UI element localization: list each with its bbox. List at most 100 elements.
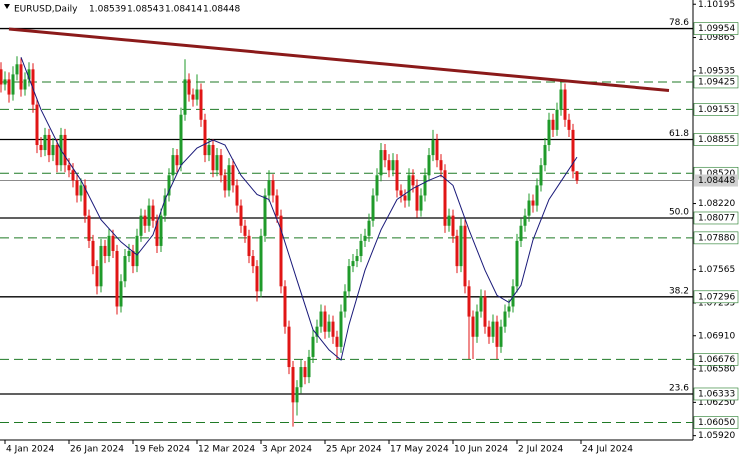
candle-body: [327, 321, 331, 332]
candle-body: [451, 215, 455, 236]
candle-body: [71, 170, 75, 181]
candle-body: [295, 387, 299, 403]
level-label: 1.09954: [698, 24, 735, 34]
x-tick-label: 3 Apr 2024: [262, 445, 312, 455]
candle-body: [199, 89, 203, 120]
level-label: 1.09425: [698, 77, 735, 87]
candle-body: [475, 311, 479, 337]
candle-body: [459, 225, 463, 267]
level-box: [693, 211, 739, 225]
y-tick-label: 1.08220: [698, 199, 735, 209]
candle-body: [347, 266, 351, 292]
candle-body: [523, 215, 527, 226]
level-box: [693, 75, 739, 89]
price-box: [694, 174, 738, 187]
candle-body: [515, 240, 519, 287]
candle-body: [303, 367, 307, 378]
candle-body: [471, 316, 475, 337]
candle-body: [495, 321, 499, 347]
fib-label: 78.6: [669, 18, 689, 28]
candle-body: [547, 119, 551, 146]
candle-body: [571, 129, 575, 172]
level-label: 1.07880: [698, 233, 735, 243]
candle-body: [147, 205, 151, 226]
candle-body: [319, 311, 323, 327]
candle-body: [443, 170, 447, 226]
candle-body: [487, 326, 491, 337]
candle-body: [307, 356, 311, 378]
candle-body: [395, 160, 399, 191]
candle-body: [251, 256, 255, 267]
candle-body: [23, 79, 27, 90]
x-tick-label: 24 Jul 2024: [582, 445, 633, 455]
candle-body: [311, 336, 315, 357]
candle-body: [255, 266, 259, 292]
candle-body: [51, 145, 55, 156]
candle-body: [11, 74, 15, 95]
candle-body: [435, 139, 439, 161]
candle-body: [427, 155, 431, 176]
candle-body: [151, 205, 155, 221]
candle-body: [183, 79, 187, 115]
candle-body: [123, 256, 127, 282]
candle-body: [0, 69, 3, 85]
y-tick-label: 1.09865: [698, 33, 735, 43]
candle-body: [131, 250, 135, 267]
candle-body: [287, 326, 291, 368]
y-tick-label: 1.10195: [698, 0, 735, 10]
candle-body: [567, 119, 571, 130]
candle-body: [235, 185, 239, 206]
candle-body: [111, 235, 115, 251]
fib-label: 38.2: [669, 286, 689, 296]
candle-body: [155, 220, 159, 246]
candle-body: [467, 286, 471, 317]
candle-body: [275, 195, 279, 216]
header-high: 1.08543: [127, 5, 164, 15]
candle-body: [139, 215, 143, 236]
candle-body: [19, 64, 23, 90]
candle-body: [107, 235, 111, 257]
candle-body: [99, 245, 103, 287]
candle-body: [419, 195, 423, 211]
candle-body: [291, 367, 295, 403]
level-box: [693, 290, 739, 304]
level-box: [693, 103, 739, 116]
candle-body: [503, 311, 507, 327]
candle-body: [479, 296, 483, 312]
candle-body: [447, 215, 451, 226]
candle-body: [339, 311, 343, 347]
header-icon: [4, 4, 10, 9]
candle-body: [27, 69, 31, 80]
candle-body: [223, 175, 227, 191]
candle-body: [507, 306, 511, 312]
candle-body: [519, 225, 523, 241]
candle-body: [399, 190, 403, 196]
price-label: 1.08448: [698, 176, 735, 186]
y-tick-label: 1.07235: [698, 298, 735, 308]
candle-body: [439, 160, 443, 171]
y-tick-label: 1.06250: [698, 398, 735, 408]
candle-body: [371, 195, 375, 221]
candle-body: [175, 155, 179, 166]
candle-body: [31, 69, 35, 105]
level-box: [693, 22, 739, 35]
chart-title: EURUSD,Daily: [14, 5, 78, 15]
candle-body: [67, 165, 71, 171]
candle-body: [551, 119, 555, 130]
candle-body: [83, 185, 87, 216]
trendline: [8, 27, 670, 92]
candle-body: [575, 171, 579, 181]
candle-body: [207, 145, 211, 156]
candle-body: [63, 134, 67, 166]
level-box: [693, 387, 739, 401]
candle-body: [299, 367, 303, 388]
candle-body: [335, 336, 339, 347]
candle-body: [247, 235, 251, 257]
candle-body: [531, 200, 535, 206]
candle-body: [379, 150, 383, 176]
candle-body: [403, 195, 407, 201]
candle-body: [3, 79, 7, 85]
candle-body: [187, 79, 191, 95]
candle-body: [283, 286, 287, 327]
